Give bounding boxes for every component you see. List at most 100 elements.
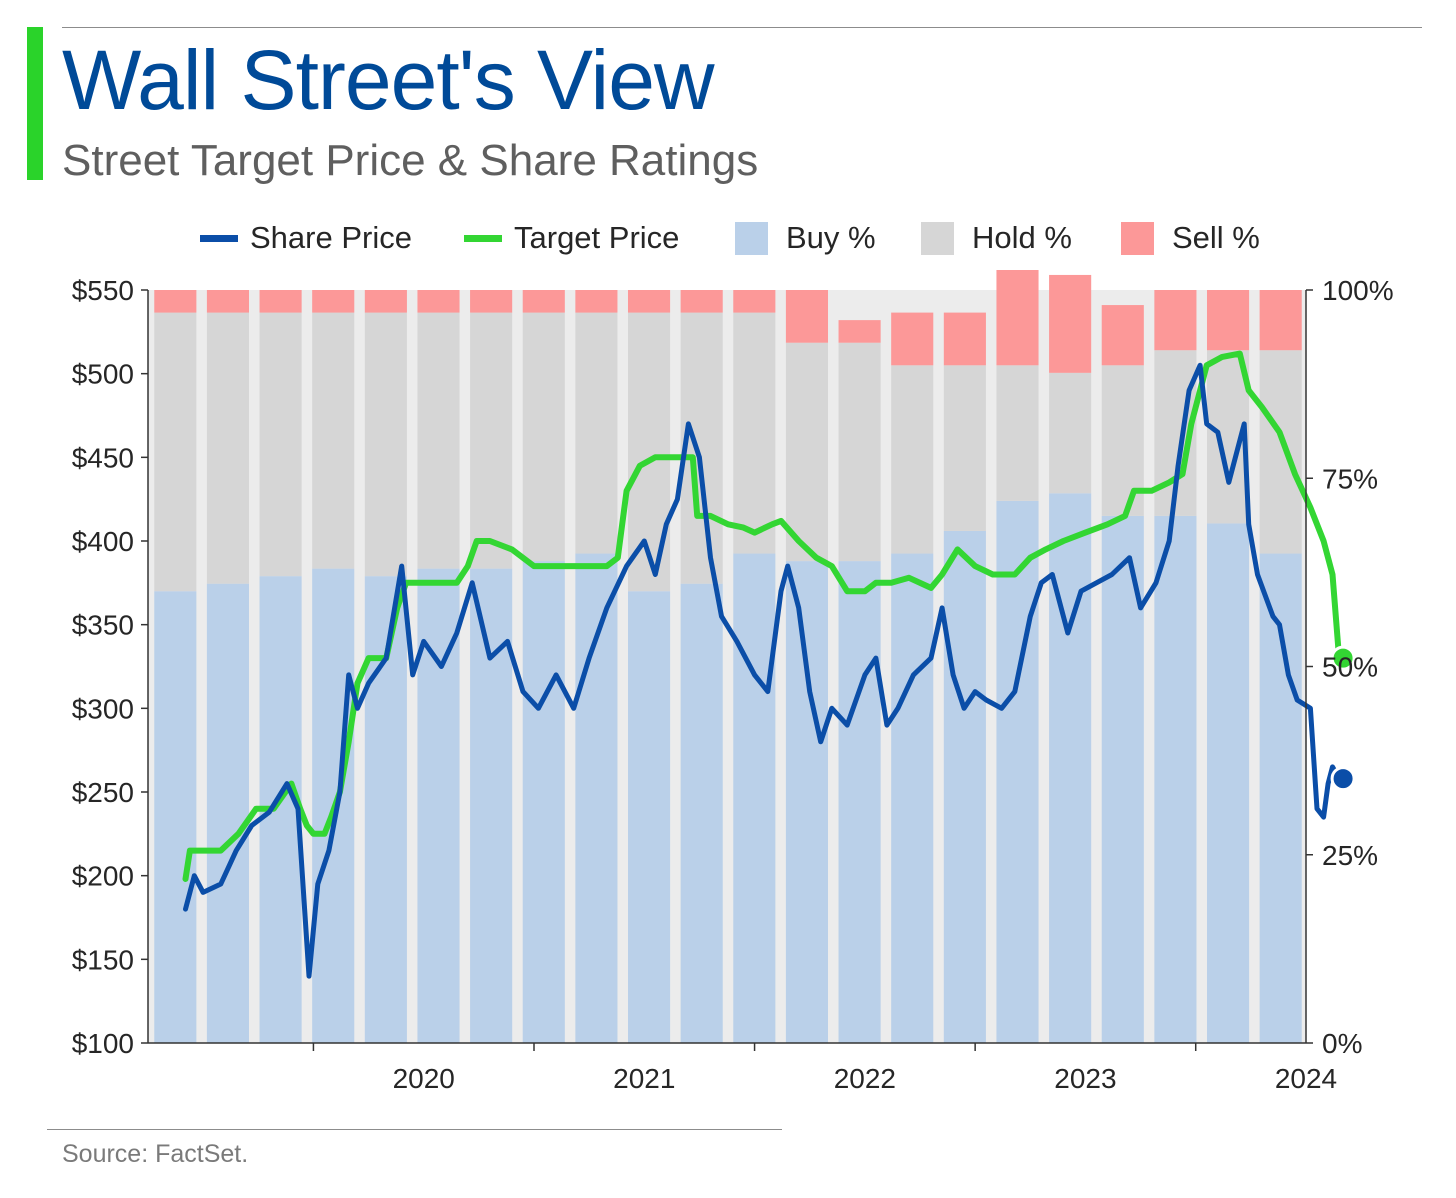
bar-hold-0 — [154, 312, 197, 592]
bar-sell-11 — [733, 290, 776, 313]
bar-hold-13 — [838, 342, 881, 562]
bar-buy-0 — [154, 591, 197, 1043]
bar-hold-16 — [996, 365, 1039, 501]
legend-swatch-hold — [921, 221, 954, 255]
x-tick-label-2: 2022 — [834, 1063, 896, 1094]
bar-buy-20 — [1206, 523, 1250, 1043]
bar-sell-6 — [470, 290, 513, 313]
bar-hold-3 — [312, 312, 355, 569]
bar-sell-4 — [364, 290, 407, 313]
y-right-tick-label-2: 50% — [1322, 652, 1378, 683]
y-right-tick-label-3: 75% — [1322, 463, 1378, 494]
legend: Share Price Target Price Buy % Hold % Se… — [0, 214, 1456, 262]
bar-sell-3 — [312, 290, 355, 313]
legend-swatch-target-price — [464, 234, 502, 242]
legend-label-buy: Buy % — [786, 220, 876, 255]
bottom-rule — [47, 1129, 782, 1130]
bar-buy-14 — [891, 553, 934, 1043]
bar-sell-15 — [943, 312, 986, 366]
legend-item-buy: Buy % — [735, 214, 876, 262]
bar-buy-15 — [943, 530, 986, 1043]
bar-hold-8 — [575, 312, 618, 554]
bar-buy-13 — [838, 561, 881, 1043]
bar-buy-16 — [996, 500, 1039, 1044]
legend-label-hold: Hold % — [972, 220, 1072, 255]
legend-label-target-price: Target Price — [514, 220, 680, 255]
bar-hold-1 — [206, 312, 250, 584]
x-tick-label-0: 2020 — [393, 1063, 455, 1094]
y-left-tick-label-1: $150 — [72, 944, 134, 975]
legend-item-sell: Sell % — [1121, 214, 1260, 262]
y-left-tick-label-3: $250 — [72, 777, 134, 808]
bar-buy-9 — [627, 591, 671, 1043]
y-left-tick-label-9: $550 — [72, 275, 134, 306]
bar-hold-5 — [417, 312, 460, 569]
y-left-tick-label-8: $500 — [72, 359, 134, 390]
bar-sell-0 — [154, 290, 197, 313]
bar-buy-10 — [680, 583, 723, 1043]
y-left-tick-label-7: $450 — [72, 442, 134, 473]
bar-sell-21 — [1259, 290, 1302, 351]
legend-item-target-price: Target Price — [464, 214, 679, 262]
y-left-tick-label-6: $400 — [72, 526, 134, 557]
bar-sell-2 — [259, 290, 302, 313]
legend-swatch-sell — [1121, 221, 1154, 255]
bar-hold-10 — [680, 312, 723, 584]
bar-sell-1 — [206, 290, 250, 313]
bar-sell-18 — [1101, 305, 1144, 366]
y-right-tick-label-4: 100% — [1322, 275, 1394, 306]
bar-sell-20 — [1206, 290, 1250, 351]
bar-sell-5 — [417, 290, 460, 313]
legend-swatch-buy — [735, 221, 768, 255]
bar-hold-7 — [522, 312, 565, 562]
page-subtitle: Street Target Price & Share Ratings — [62, 136, 759, 185]
bar-buy-11 — [733, 553, 776, 1043]
bar-hold-21 — [1259, 350, 1302, 554]
y-right-tick-label-0: 0% — [1322, 1028, 1362, 1059]
target-price-line-end-marker — [1330, 645, 1356, 671]
bar-sell-19 — [1154, 290, 1197, 351]
page-title: Wall Street's View — [62, 33, 715, 127]
legend-swatch-share-price — [200, 234, 238, 242]
share-price-line-end-marker — [1330, 766, 1356, 792]
share-price-line — [183, 362, 1342, 979]
bar-hold-12 — [785, 342, 829, 562]
y-left-tick-label-5: $350 — [72, 610, 134, 641]
chart: $100 $150 $200 $250 $300 $350 $400 $450 $500 $550… — [72, 270, 1394, 1094]
bar-buy-18 — [1101, 515, 1144, 1043]
x-tick-label-3: 2023 — [1054, 1063, 1116, 1094]
bar-hold-11 — [733, 312, 776, 554]
bar-sell-17 — [1049, 274, 1092, 373]
bar-buy-12 — [785, 561, 829, 1043]
source-note: Source: FactSet. — [62, 1140, 249, 1168]
bar-sell-9 — [627, 290, 671, 313]
bar-sell-16 — [996, 270, 1039, 366]
bar-hold-17 — [1049, 372, 1092, 494]
x-tick-label-4: 2024 — [1275, 1063, 1337, 1094]
bar-buy-17 — [1049, 493, 1092, 1043]
bar-buy-19 — [1154, 515, 1197, 1043]
y-left-tick-label-4: $300 — [72, 693, 134, 724]
bar-hold-4 — [364, 312, 407, 577]
bar-sell-13 — [838, 320, 881, 343]
bar-sell-10 — [680, 290, 723, 313]
bar-sell-8 — [575, 290, 618, 313]
legend-item-hold: Hold % — [921, 214, 1072, 262]
y-left-tick-label-0: $100 — [72, 1028, 134, 1059]
bar-buy-8 — [575, 553, 618, 1043]
bar-buy-7 — [522, 561, 565, 1043]
bar-sell-14 — [891, 312, 934, 366]
bar-hold-2 — [259, 312, 302, 577]
y-left-tick-label-2: $200 — [72, 861, 134, 892]
bar-hold-14 — [891, 365, 934, 554]
y-right-tick-label-1: 25% — [1322, 840, 1378, 871]
legend-label-share-price: Share Price — [250, 220, 412, 255]
bar-hold-15 — [943, 365, 986, 531]
accent-bar — [27, 27, 43, 180]
legend-label-sell: Sell % — [1172, 220, 1260, 255]
bar-buy-6 — [470, 568, 513, 1043]
bar-sell-7 — [522, 290, 565, 313]
x-tick-label-1: 2021 — [613, 1063, 675, 1094]
bar-buy-1 — [206, 583, 250, 1043]
legend-item-share-price: Share Price — [200, 214, 412, 262]
